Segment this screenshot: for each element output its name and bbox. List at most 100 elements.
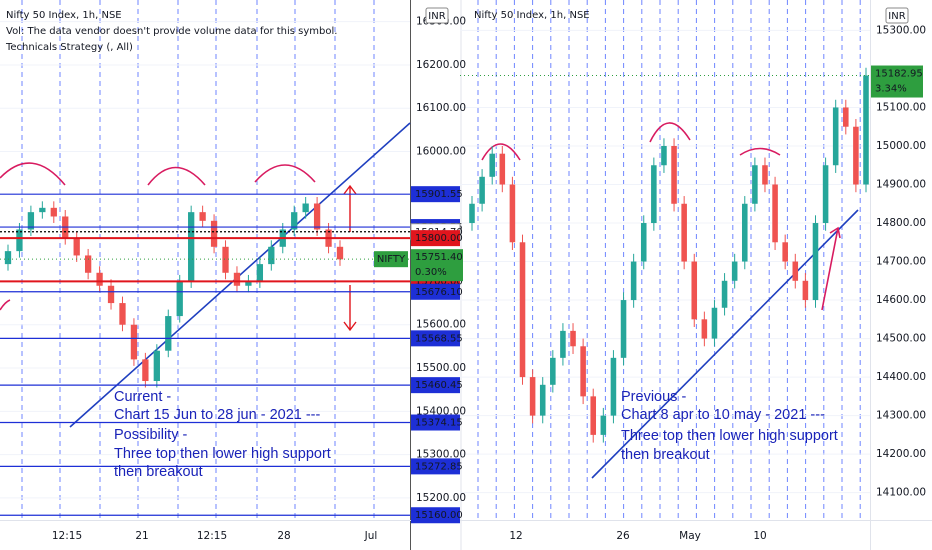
- candle-body: [762, 165, 768, 185]
- annotation: Possibility -: [114, 427, 187, 443]
- level-label: 15374.15: [415, 418, 463, 429]
- annotation: then breakout: [114, 464, 203, 480]
- candle-body: [701, 319, 708, 339]
- candle-body: [661, 145, 667, 166]
- candle-body: [50, 207, 57, 217]
- candle-body: [691, 261, 698, 320]
- candle-body: [233, 272, 241, 286]
- candle-body: [291, 212, 298, 230]
- currency: INR: [428, 11, 445, 22]
- candle-body: [570, 330, 576, 347]
- x-tick-label: May: [679, 530, 701, 542]
- y-tick-label: 15200.00: [416, 492, 466, 504]
- level-box: [411, 458, 460, 475]
- price-box: [871, 65, 923, 98]
- candle-body: [792, 261, 799, 281]
- y-tick-label: 15000.00: [876, 140, 926, 152]
- candle-body: [96, 272, 103, 286]
- level-box: [411, 283, 460, 300]
- y-tick-label: 15100.00: [876, 101, 926, 113]
- candle-body: [843, 107, 849, 127]
- level-label: 15568.55: [415, 333, 463, 344]
- level-label: 15901.55: [415, 189, 463, 200]
- price-change: 3.34%: [875, 84, 907, 95]
- y-tick-label: 15300.00: [416, 449, 466, 461]
- annotation: Three top then lower high support: [114, 446, 331, 462]
- price-label: 15751.40: [415, 252, 463, 263]
- level-box: [411, 330, 460, 347]
- candle-body: [550, 357, 556, 385]
- candle-body: [256, 264, 264, 282]
- candle-body: [772, 184, 778, 243]
- candle-body: [188, 212, 195, 282]
- candle-body: [741, 203, 748, 262]
- candle-body: [721, 280, 728, 308]
- candle-body: [610, 357, 617, 416]
- x-tick-label: 12:15: [52, 530, 82, 542]
- candle-body: [176, 281, 183, 317]
- x-tick-label: 21: [135, 530, 148, 542]
- y-tick-label: 14900.00: [876, 179, 926, 191]
- candle-body: [469, 203, 475, 224]
- candle-body: [268, 246, 275, 265]
- symbol-box: [374, 251, 408, 268]
- candle-body: [590, 396, 597, 435]
- arc: [649, 122, 691, 143]
- candle-body: [752, 165, 758, 204]
- chart-title: Nifty 50 Index, 1h, NSE: [6, 10, 122, 21]
- level-label: 15700.00: [415, 276, 463, 287]
- currency: INR: [888, 11, 905, 22]
- y-tick-label: 14300.00: [876, 410, 926, 422]
- candle-body: [519, 242, 526, 378]
- candle-body: [509, 184, 516, 243]
- candle-body: [802, 280, 809, 301]
- arc: [0, 162, 66, 186]
- candle-body: [832, 107, 839, 166]
- candle-body: [4, 251, 12, 265]
- x-tick-label: 26: [616, 530, 630, 542]
- candle-body: [812, 223, 819, 301]
- candle-body: [671, 145, 677, 204]
- level-label: 15160.00: [415, 510, 463, 521]
- x-tick-label: Jul: [364, 530, 378, 542]
- symbol-label: NIFTY: [377, 254, 406, 265]
- candle-body: [651, 165, 657, 224]
- y-tick-label: 15500.00: [416, 362, 466, 374]
- candle-body: [600, 415, 607, 435]
- y-tick-label: 16200.00: [416, 59, 466, 71]
- candle-body: [39, 207, 46, 213]
- x-tick-label: 12:15: [197, 530, 227, 542]
- candle-body: [479, 176, 485, 204]
- candle-body: [489, 153, 495, 177]
- x-tick-label: 10: [753, 530, 766, 542]
- level-box: [411, 186, 460, 203]
- candle-body: [84, 255, 92, 273]
- arc: [147, 166, 206, 186]
- candle-body: [199, 212, 206, 221]
- candle-body: [822, 165, 829, 224]
- x-tick-label: 28: [277, 530, 290, 542]
- candle-body: [711, 307, 718, 339]
- price-change: 0.30%: [415, 267, 447, 278]
- arrow: [821, 226, 841, 311]
- candle-body: [620, 300, 627, 358]
- annotation: Three top then lower high support: [621, 428, 838, 444]
- annotation: Current -: [114, 389, 171, 405]
- candle-body: [107, 285, 115, 304]
- candle-body: [142, 359, 149, 382]
- arc: [254, 164, 316, 183]
- y-tick-label: 15400.00: [416, 405, 466, 417]
- candle-body: [560, 330, 566, 358]
- level-box: [411, 507, 460, 524]
- y-tick-label: 14400.00: [876, 371, 926, 383]
- y-tick-label: 14100.00: [876, 487, 926, 499]
- level-label: 15272.85: [415, 461, 463, 472]
- annotation: then breakout: [621, 447, 710, 463]
- candle-body: [539, 384, 546, 416]
- candle-body: [630, 261, 637, 301]
- y-tick-label: 14600.00: [876, 294, 926, 306]
- y-tick-label: 14800.00: [876, 217, 926, 229]
- candle-body: [130, 324, 138, 360]
- y-tick-label: 16000.00: [416, 146, 466, 158]
- candle-body: [73, 238, 80, 256]
